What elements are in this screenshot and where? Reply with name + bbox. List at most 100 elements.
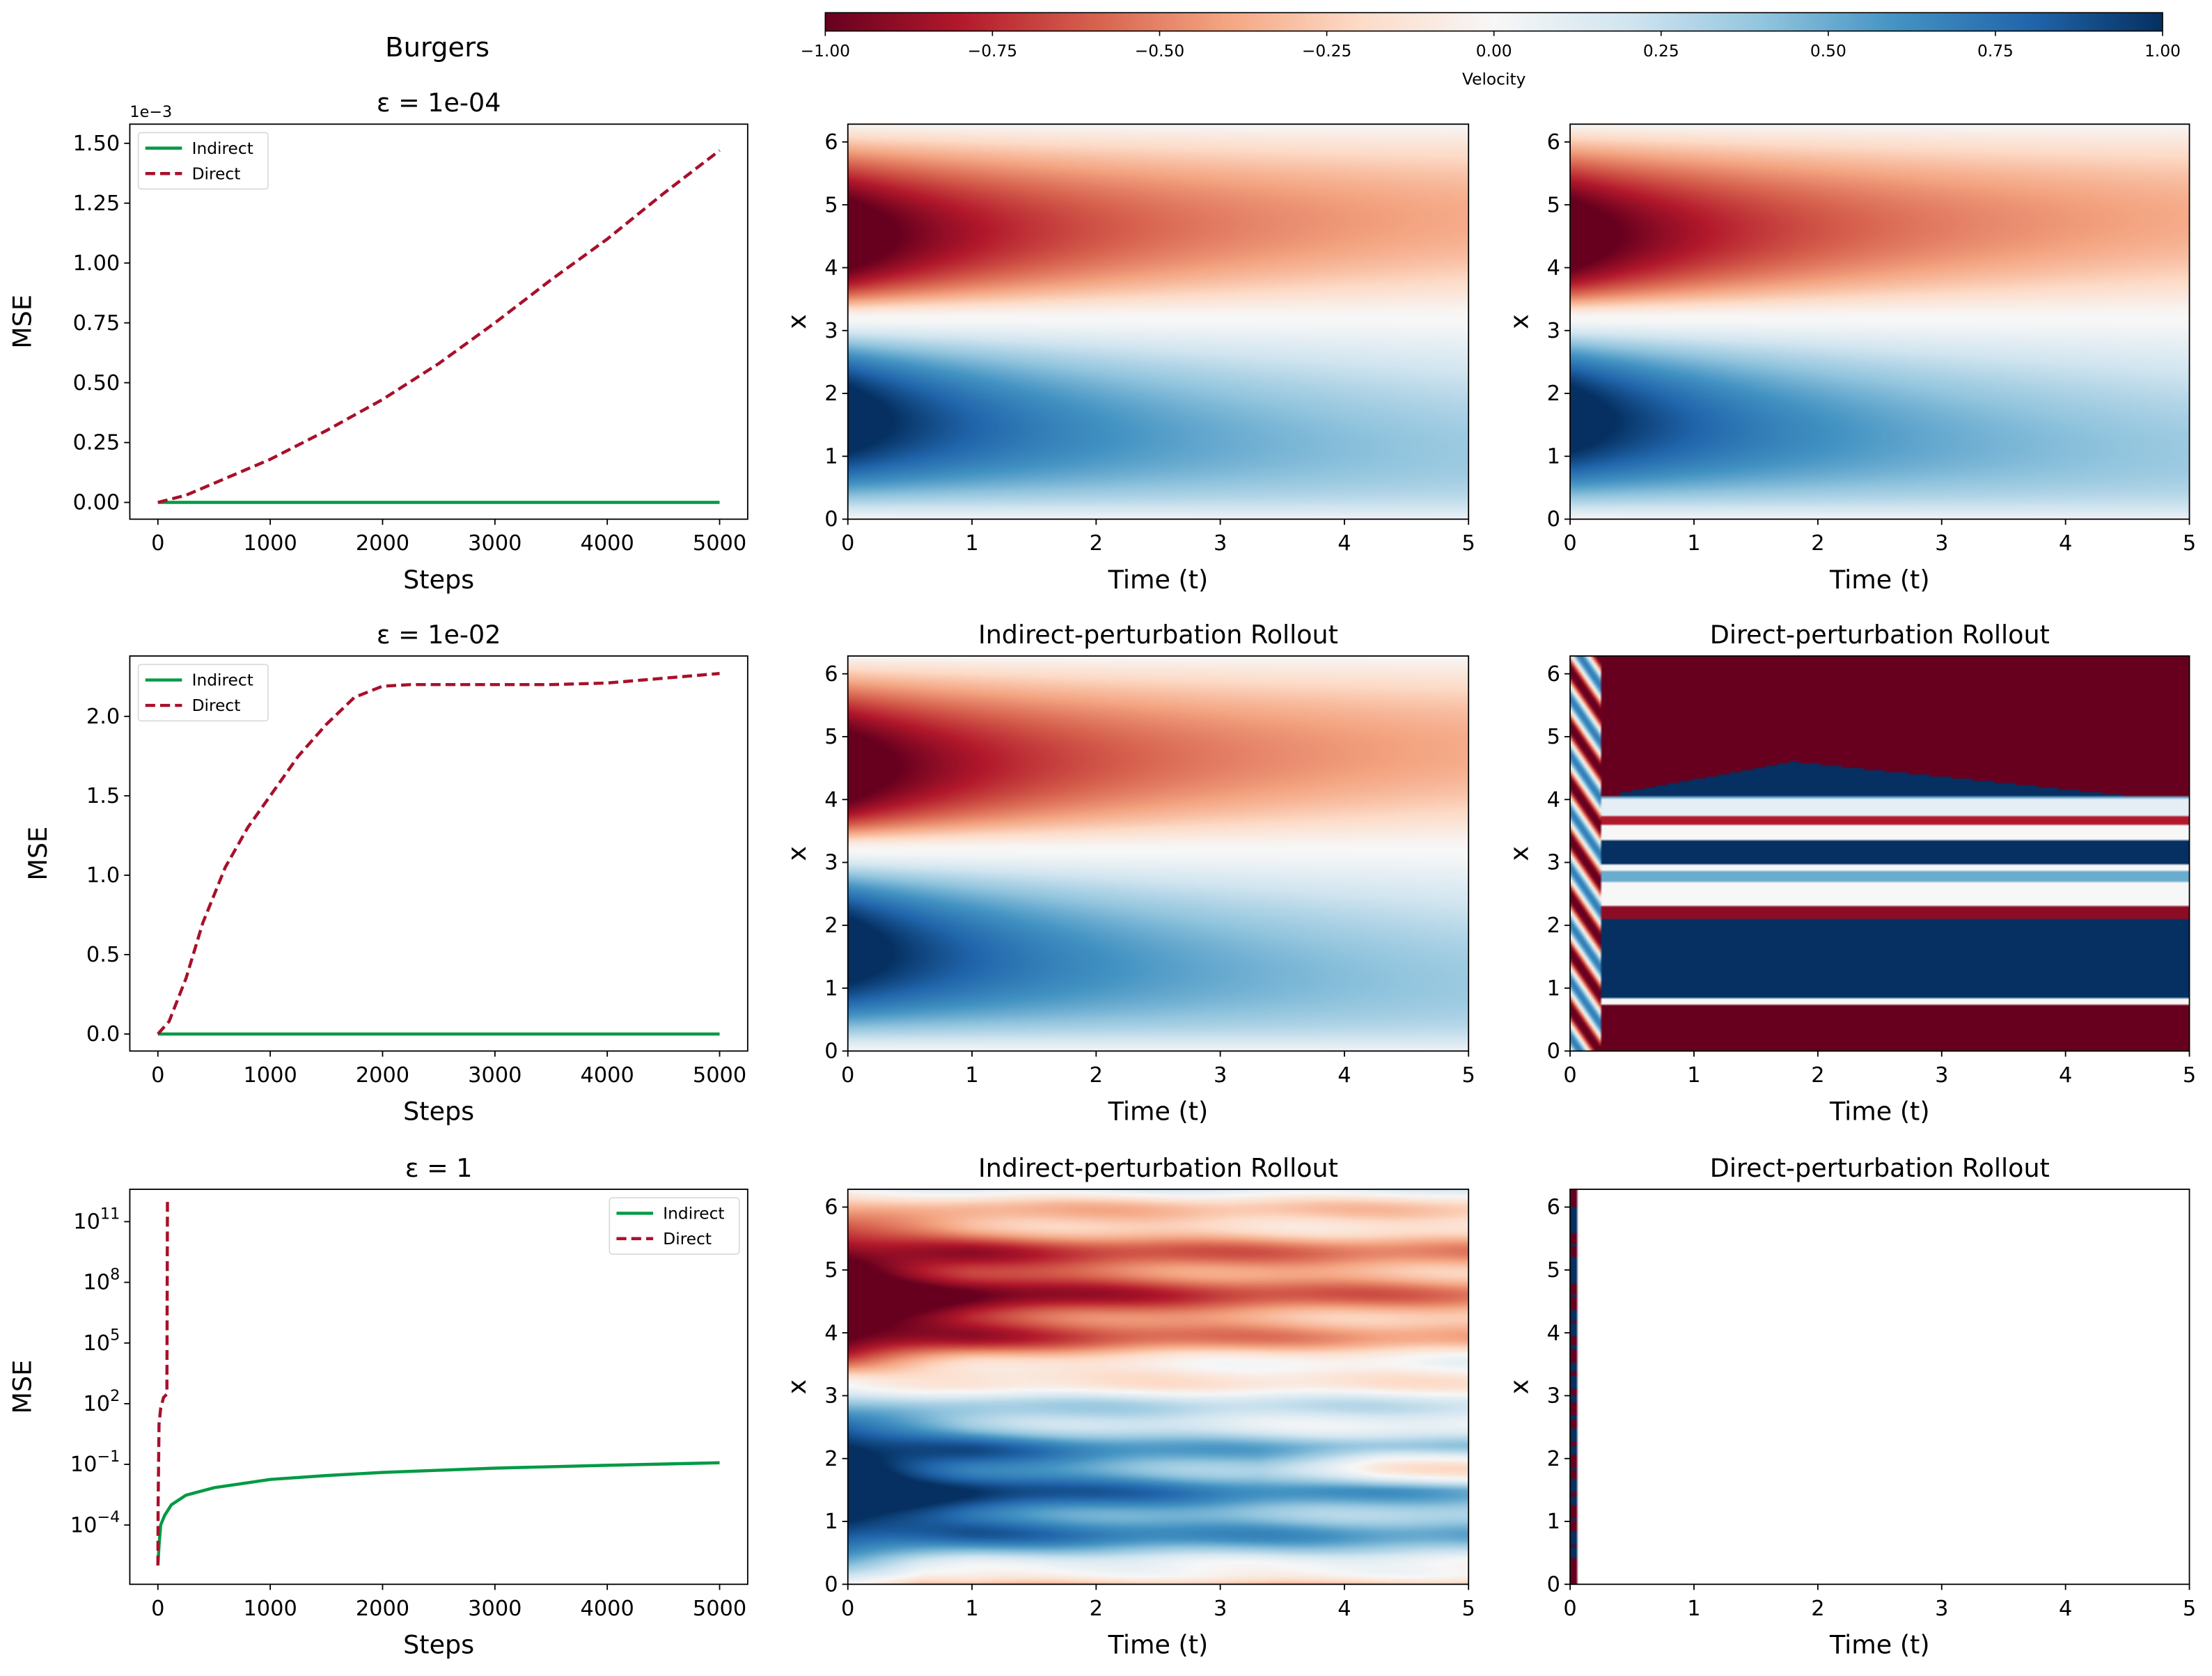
axes-frame bbox=[1569, 655, 2190, 1052]
y-tick-label: 0 bbox=[824, 508, 838, 532]
x-tick-label: 4000 bbox=[581, 1063, 634, 1088]
y-tick-base: 10 bbox=[83, 1271, 110, 1295]
chart-title: ε = 1e-04 bbox=[377, 88, 501, 118]
y-tick-label: 0 bbox=[1547, 1572, 1560, 1597]
y-axis-label: MSE bbox=[8, 1360, 38, 1414]
legend-label: Indirect bbox=[192, 139, 253, 158]
y-tick-base: 10 bbox=[73, 1210, 100, 1235]
y-tick-label: 1 bbox=[824, 976, 838, 1001]
mse-plot: 0 1000 2000 3000 4000 500010−410−110210510810… bbox=[8, 1153, 748, 1660]
x-axis-label: Time (t) bbox=[1108, 1097, 1209, 1127]
x-tick-label: 1000 bbox=[243, 531, 297, 556]
x-tick-label: 3 bbox=[1214, 1063, 1227, 1088]
y-tick-label: 4 bbox=[824, 1321, 838, 1345]
colorbar-label: Velocity bbox=[1462, 70, 1526, 89]
x-tick-label: 1 bbox=[965, 1063, 978, 1088]
x-tick-label: 5 bbox=[1462, 1063, 1475, 1088]
mse-plot: 0 1000 2000 3000 4000 5000 0.0 0.5 1.0 1.5 2.0 Step… bbox=[23, 620, 748, 1127]
y-tick-label: 6 bbox=[824, 662, 838, 687]
x-tick-label: 4 bbox=[2059, 1597, 2072, 1621]
x-tick-label: 5 bbox=[1462, 1597, 1475, 1621]
y-tick-exponent: 11 bbox=[100, 1205, 120, 1223]
x-axis-label: Steps bbox=[403, 1097, 474, 1127]
x-tick-label: 2 bbox=[1811, 531, 1824, 556]
y-axis-label: x bbox=[1504, 846, 1534, 861]
y-tick-label: 6 bbox=[1547, 130, 1560, 155]
y-tick-base: 10 bbox=[70, 1452, 97, 1477]
y-tick-exponent: −4 bbox=[97, 1508, 120, 1526]
axes-frame bbox=[847, 655, 1470, 1052]
colorbar-tick-label: 0.50 bbox=[1810, 42, 1846, 61]
y-tick-label: 2 bbox=[1547, 914, 1560, 938]
colorbar-tick-label: 0.00 bbox=[1476, 42, 1512, 61]
x-tick-label: 4000 bbox=[581, 531, 634, 556]
colorbar-tick-label: 0.25 bbox=[1643, 42, 1679, 61]
suptitle: Burgers bbox=[385, 32, 489, 63]
y-axis-label: x bbox=[782, 314, 812, 329]
x-tick-label: 2 bbox=[1811, 1063, 1824, 1088]
x-tick-label: 0 bbox=[151, 1063, 164, 1088]
colorbar-tick-label: −1.00 bbox=[801, 42, 850, 61]
chart-title: ε = 1 bbox=[405, 1153, 473, 1183]
x-axis-label: Time (t) bbox=[1829, 565, 1930, 595]
y-tick-exponent: 8 bbox=[110, 1266, 120, 1284]
heatmap-image bbox=[1570, 124, 2190, 519]
x-tick-label: 2000 bbox=[356, 1063, 409, 1088]
y-tick-label: 5 bbox=[824, 193, 838, 217]
y-axis-label: x bbox=[782, 846, 812, 861]
x-tick-label: 4000 bbox=[581, 1597, 634, 1621]
legend-label: Indirect bbox=[192, 671, 253, 690]
x-axis-label: Steps bbox=[403, 1630, 474, 1660]
y-tick-label: 102 bbox=[83, 1387, 120, 1416]
y-tick-label: 1 bbox=[1547, 976, 1560, 1001]
legend: Indirect Direct bbox=[137, 132, 269, 190]
y-tick-label: 3 bbox=[824, 1384, 838, 1409]
y-tick-label: 4 bbox=[824, 256, 838, 281]
x-tick-label: 0 bbox=[151, 531, 164, 556]
x-tick-label: 0 bbox=[1563, 1063, 1576, 1088]
y-tick-label: 105 bbox=[83, 1326, 120, 1356]
velocity-heatmap: 0 1 2 3 4 5 0 1 2 3 4 5 6 Time (t) x Direct-perturbatio… bbox=[1504, 1153, 2196, 1660]
y-tick-label: 5 bbox=[1547, 1258, 1560, 1283]
x-tick-label: 4 bbox=[2059, 1063, 2072, 1088]
axes-frame bbox=[129, 1189, 748, 1585]
x-tick-label: 0 bbox=[1563, 1597, 1576, 1621]
x-tick-label: 1000 bbox=[243, 1063, 297, 1088]
legend-label: Direct bbox=[192, 696, 241, 715]
x-tick-label: 5000 bbox=[693, 1063, 746, 1088]
x-axis-label: Time (t) bbox=[1108, 1630, 1209, 1660]
x-tick-label: 5 bbox=[1462, 531, 1475, 556]
y-tick-label: 6 bbox=[1547, 1196, 1560, 1220]
colorbar: −1.00 −0.75 −0.50 −0.25 0.00 0.25 0.50 0.75 1.00… bbox=[801, 12, 2181, 89]
x-tick-label: 1 bbox=[965, 531, 978, 556]
x-tick-label: 3 bbox=[1214, 1597, 1227, 1621]
y-tick-label: 3 bbox=[1547, 319, 1560, 343]
x-tick-label: 2 bbox=[1090, 1063, 1103, 1088]
x-tick-label: 0 bbox=[841, 1063, 854, 1088]
axes-frame bbox=[129, 123, 748, 520]
x-tick-label: 2 bbox=[1811, 1597, 1824, 1621]
y-tick-label: 1 bbox=[824, 1510, 838, 1534]
y-tick-label: 1011 bbox=[73, 1205, 120, 1234]
velocity-heatmap: 0 1 2 3 4 5 0 1 2 3 4 5 6 Time (t) x Direct-perturbatio… bbox=[1504, 620, 2196, 1127]
y-tick-label: 10−1 bbox=[70, 1448, 120, 1477]
y-tick-base: 10 bbox=[83, 1392, 110, 1416]
y-tick-label: 0.5 bbox=[86, 943, 120, 967]
x-tick-label: 5 bbox=[2183, 1597, 2196, 1621]
y-tick-label: 108 bbox=[83, 1266, 120, 1295]
y-tick-label: 10−4 bbox=[70, 1508, 120, 1537]
y-tick-label: 1 bbox=[1547, 444, 1560, 469]
y-tick-exponent: −1 bbox=[97, 1448, 120, 1466]
colorbar-tick-label: −0.50 bbox=[1135, 42, 1184, 61]
x-tick-label: 3 bbox=[1935, 1063, 1948, 1088]
y-tick-label: 3 bbox=[1547, 1384, 1560, 1409]
legend-label: Direct bbox=[192, 164, 241, 183]
x-tick-label: 3000 bbox=[468, 1063, 521, 1088]
x-tick-label: 0 bbox=[841, 531, 854, 556]
x-tick-label: 3 bbox=[1935, 531, 1948, 556]
x-axis-label: Time (t) bbox=[1829, 1097, 1930, 1127]
y-tick-label: 4 bbox=[1547, 256, 1560, 281]
x-tick-label: 3000 bbox=[468, 531, 521, 556]
colorbar-tick-label: −0.75 bbox=[968, 42, 1017, 61]
